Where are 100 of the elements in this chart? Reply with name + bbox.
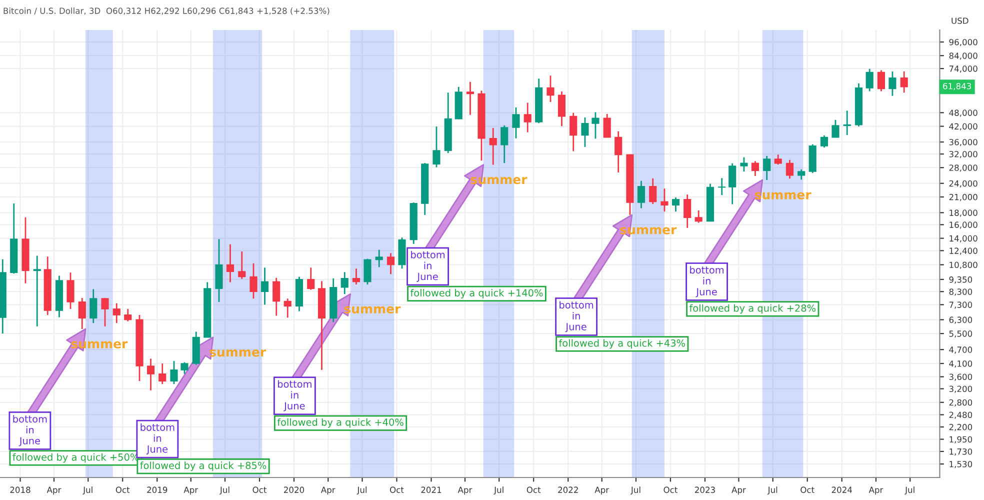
x-tick-label: Apr [184, 486, 198, 495]
y-tick-label: 8,300 [949, 288, 972, 296]
annotation: followed by a quick +40% [277, 418, 404, 428]
y-tick-label: 6,300 [949, 316, 972, 324]
candlestick [558, 90, 566, 127]
candlestick [284, 298, 292, 318]
y-tick-label: 7,300 [949, 302, 972, 309]
x-tick-label: Jul [904, 486, 914, 495]
annotation: followed by a quick +28% [689, 304, 816, 314]
candlestick [364, 258, 372, 286]
y-tick-label: 36,000 [949, 138, 978, 146]
y-tick-label: 32,000 [949, 150, 978, 158]
candlestick [740, 156, 748, 172]
band-label: summer [210, 350, 266, 357]
candlestick [614, 130, 622, 174]
y-axis-title: USD [952, 18, 968, 24]
x-tick-label: Apr [868, 486, 884, 495]
annotation: bottom in June [411, 250, 445, 282]
x-tick-label: Apr [46, 486, 62, 495]
y-tick-label: 1,730 [950, 448, 972, 456]
y-tick-label: 14,000 [950, 235, 978, 242]
candlestick [78, 297, 86, 330]
y-tick-label: 21,000 [949, 194, 978, 202]
candlestick [489, 127, 497, 166]
y-tick-label: 48,000 [949, 110, 978, 117]
candlestick [832, 119, 840, 138]
band-label: summer [754, 192, 812, 200]
candlestick [820, 134, 828, 148]
candlestick [158, 362, 166, 385]
candlestick [900, 70, 908, 94]
y-tick-label: 16,000 [950, 222, 978, 229]
y-tick-label: 74,000 [949, 66, 978, 73]
annotation: followed by a quick +140% [410, 288, 543, 298]
candlestick [751, 160, 760, 177]
candlestick [603, 113, 611, 138]
candlestick [694, 210, 702, 224]
x-tick-label: 2018 [10, 486, 30, 493]
x-tick-label: Oct [116, 486, 130, 493]
candlestick [512, 106, 520, 140]
y-tick-label: 4,700 [949, 346, 972, 354]
candlestick [798, 168, 806, 180]
candlestick [524, 102, 532, 133]
y-tick-label: 4,100 [949, 360, 972, 368]
candlestick [238, 250, 246, 280]
annotation: bottom in June [278, 380, 312, 412]
x-tick-label: Jul [767, 486, 778, 495]
candlestick [786, 159, 794, 180]
y-tick-label: 3,200 [949, 386, 972, 393]
candlestick [215, 238, 223, 303]
y-tick-label: 18,000 [950, 210, 978, 217]
y-tick-label: 2,200 [949, 424, 972, 432]
candlestick [466, 81, 474, 116]
x-tick-label: Apr [732, 486, 746, 495]
candlestick [33, 255, 41, 328]
x-tick-label: Jul [220, 486, 230, 495]
candlestick [250, 262, 258, 300]
candlestick [124, 308, 132, 322]
candlestick [763, 155, 771, 181]
candlestick [718, 177, 726, 196]
y-tick-label: 10,800 [950, 262, 978, 269]
candlestick [340, 271, 348, 295]
candlestick [272, 277, 280, 316]
candlestick [375, 249, 383, 268]
x-tick-label: 2024 [832, 486, 852, 493]
band-label: summer [620, 227, 677, 234]
candlestick [546, 74, 554, 103]
candlestick [352, 268, 360, 286]
y-tick-label: 2,800 [949, 399, 972, 407]
x-tick-label: Apr [320, 486, 336, 495]
candlestick [774, 154, 782, 166]
y-tick-label: 96,000 [949, 38, 978, 46]
candlestick [307, 266, 315, 290]
x-tick-label: 2021 [421, 486, 442, 493]
candlestick [581, 116, 589, 148]
annotation: followed by a quick +85% [140, 462, 266, 471]
band-label: summer [470, 176, 528, 184]
candlestick [728, 162, 736, 205]
y-tick-label: 3,600 [949, 374, 972, 381]
x-tick-label: Oct [252, 486, 266, 493]
x-tick-label: 2020 [284, 486, 304, 493]
y-tick-label: 9,350 [949, 276, 972, 284]
x-tick-label: Apr [458, 486, 472, 495]
chart-title: Bitcoin / U.S. Dollar, 3D O60,312 H62,292 L60,296 C61,843 +1,528 (+2.53%) [4, 8, 330, 15]
x-tick-label: 2019 [147, 486, 168, 493]
candlestick [170, 360, 178, 385]
x-tick-label: Jul [630, 486, 640, 495]
candlestick [570, 112, 578, 152]
candlestick [684, 194, 692, 229]
candlestick [226, 244, 234, 283]
candlestick [843, 110, 851, 136]
y-tick-label: 28,000 [949, 164, 978, 172]
y-tick-label: 12,400 [950, 248, 978, 255]
candlestick [660, 188, 668, 212]
candlestick [649, 178, 657, 205]
candlestick [66, 272, 74, 310]
band-label: summer [71, 341, 128, 348]
y-tick-label: 1,530 [950, 460, 972, 468]
y-tick-label: 5,500 [949, 330, 972, 338]
candlestick [866, 68, 874, 92]
x-tick-label: 2022 [558, 486, 578, 493]
